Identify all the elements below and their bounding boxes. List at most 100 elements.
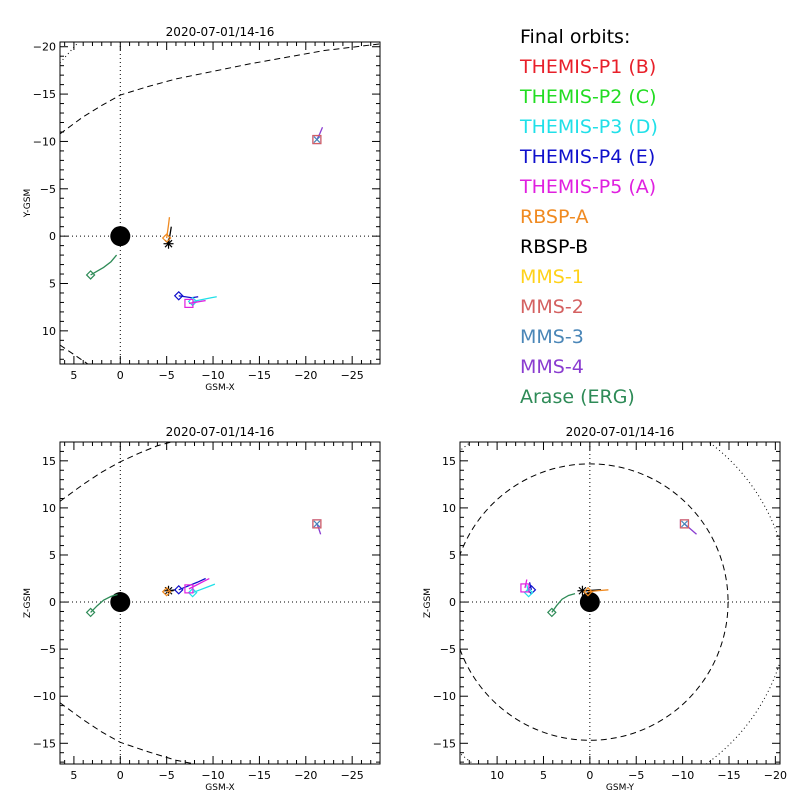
legend: Final orbits: THEMIS-P1 (B) THEMIS-P2 (C)…	[520, 22, 790, 412]
spacecraft-marker	[184, 584, 194, 594]
magnetopause-dashed	[60, 344, 89, 364]
y-tick-label: −10	[33, 135, 56, 148]
y-tick-label: −5	[440, 643, 456, 656]
spacecraft-marker	[85, 270, 96, 280]
legend-entry: RBSP-B	[520, 236, 589, 258]
spacecraft-marker	[520, 583, 530, 593]
earth-marker	[110, 226, 131, 247]
y-tick-label: −15	[433, 737, 456, 750]
x-tick-label: −5	[628, 769, 644, 782]
legend-entry: RBSP-A	[520, 206, 589, 228]
plot-panel-2: 5 0 −5 −10 −15 −20 −25 −15 −10 −5 0 5 10 15 2020-07-01…	[23, 425, 381, 793]
y-axis-label: Z-GSM	[423, 588, 433, 618]
spacecraft-marker	[679, 519, 690, 529]
orbit-track	[90, 593, 118, 613]
x-tick-label: 5	[70, 369, 77, 382]
orbit-track	[192, 296, 217, 303]
x-tick-label: 0	[586, 769, 593, 782]
y-tick-label: 5	[49, 278, 56, 291]
spacecraft-marker	[313, 520, 321, 528]
y-axis-label: Y-GSM	[23, 189, 33, 218]
magnetopause-dashed	[60, 442, 172, 502]
orbit-track	[90, 254, 118, 276]
x-tick-label: −20	[294, 769, 317, 782]
y-tick-label: 15	[442, 455, 456, 468]
spacecraft-marker	[187, 587, 198, 598]
x-tick-label: −5	[159, 769, 175, 782]
plot-frame	[459, 441, 781, 765]
x-tick-label: −25	[341, 369, 364, 382]
legend-entry: THEMIS-P5 (A)	[520, 176, 657, 198]
x-tick-label: −15	[248, 769, 271, 782]
x-tick-label: −10	[201, 769, 224, 782]
x-tick-label: −15	[717, 769, 740, 782]
y-tick-label: −20	[33, 41, 56, 54]
legend-entry: THEMIS-P1 (B)	[520, 56, 657, 78]
legend-entry: THEMIS-P4 (E)	[520, 146, 656, 168]
x-tick-label: 5	[70, 769, 77, 782]
magnetopause-dashed	[60, 702, 195, 764]
orbit-track	[192, 583, 216, 594]
bow-shock-dotted	[60, 42, 79, 64]
spacecraft-marker	[681, 520, 688, 528]
x-tick-label: 0	[117, 769, 124, 782]
plot-panel-3: 10 5 0 −5 −10 −15 −20 −15 −10 −5 0 5 10 15 2020-07-01/…	[423, 425, 787, 793]
spacecraft-marker	[546, 607, 557, 618]
spacecraft-marker	[312, 134, 322, 145]
y-axis-label: Z-GSM	[23, 588, 33, 618]
spacecraft-marker	[161, 586, 172, 597]
y-tick-label: 5	[49, 549, 56, 562]
legend-entry: MMS-3	[520, 326, 584, 348]
y-tick-label: 15	[42, 455, 56, 468]
y-tick-label: 0	[49, 596, 56, 609]
orbit-track	[551, 592, 576, 613]
x-tick-label: −10	[201, 369, 224, 382]
legend-entry: MMS-4	[520, 356, 584, 378]
spacecraft-marker	[313, 136, 321, 143]
x-tick-label: 10	[490, 769, 504, 782]
legend-entry: MMS-1	[520, 266, 584, 288]
x-tick-label: 5	[540, 769, 547, 782]
y-tick-label: 0	[49, 230, 56, 243]
y-tick-label: 10	[42, 502, 56, 515]
magnetopause-dashed	[460, 463, 729, 741]
plot-title: 2020-07-01/14-16	[166, 25, 275, 39]
plot-area	[60, 42, 380, 364]
earth-marker	[110, 592, 131, 613]
orbit-track	[178, 577, 206, 591]
spacecraft-marker	[173, 290, 184, 301]
x-tick-label: −5	[159, 369, 175, 382]
plot-panel-1: 5 0 −5 −10 −15 −20 −25 10 5 0 −5 −10 −15 −20 2020-07-0…	[23, 25, 381, 393]
spacecraft-marker	[85, 607, 96, 618]
spacecraft-marker	[184, 298, 194, 308]
x-tick-label: −10	[671, 769, 694, 782]
spacecraft-marker	[312, 519, 322, 529]
spacecraft-marker	[523, 587, 534, 598]
legend-list: THEMIS-P1 (B) THEMIS-P2 (C) THEMIS-P3 (D) T…	[520, 52, 790, 412]
orbit-track	[316, 126, 324, 140]
orbit-track	[316, 523, 322, 535]
x-axis-label: GSM-Y	[606, 783, 635, 793]
y-tick-label: −10	[433, 690, 456, 703]
y-tick-label: 10	[42, 325, 56, 338]
plot-frame	[59, 441, 381, 765]
spacecraft-marker	[583, 586, 593, 597]
x-axis-label: GSM-X	[205, 383, 234, 393]
plot-title: 2020-07-01/14-16	[166, 425, 275, 439]
y-tick-label: −10	[33, 690, 56, 703]
y-tick-label: 0	[449, 596, 456, 609]
spacecraft-marker	[173, 584, 184, 595]
plot-title: 2020-07-01/14-16	[566, 425, 675, 439]
legend-entry: THEMIS-P2 (C)	[520, 86, 657, 108]
legend-entry: MMS-2	[520, 296, 584, 318]
y-tick-label: 5	[449, 549, 456, 562]
x-tick-label: −15	[248, 369, 271, 382]
x-tick-label: −20	[294, 369, 317, 382]
plot-area	[460, 442, 780, 764]
y-tick-label: −15	[33, 737, 56, 750]
x-tick-label: 0	[117, 369, 124, 382]
orbit-track	[188, 299, 206, 305]
spacecraft-marker	[161, 233, 172, 243]
legend-entry: Arase (ERG)	[520, 386, 635, 408]
